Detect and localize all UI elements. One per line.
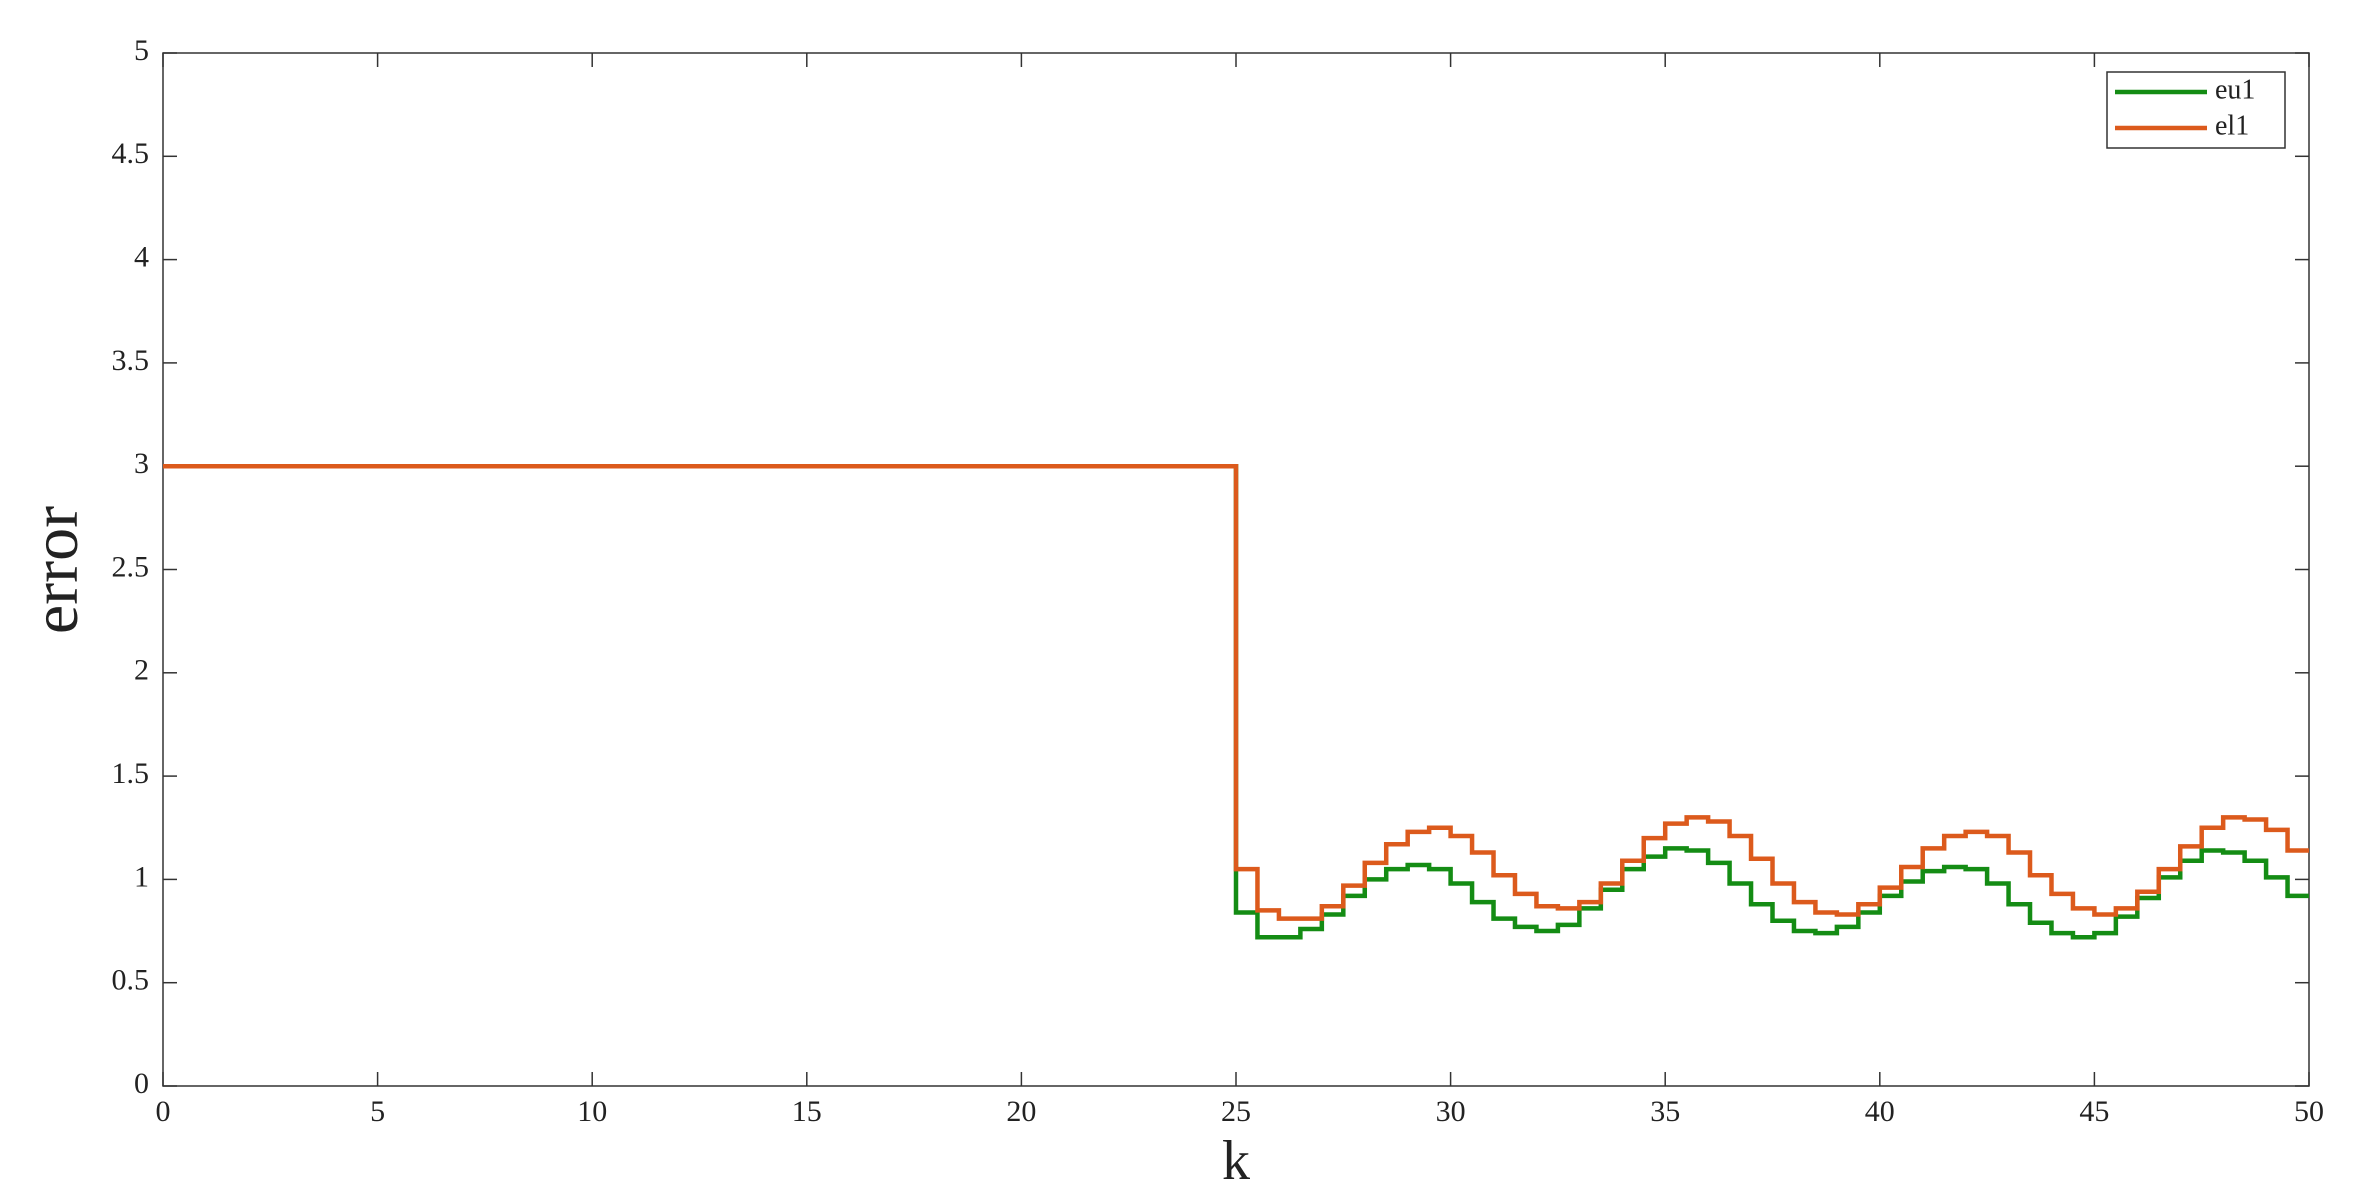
y-tick-label: 2 <box>134 654 149 687</box>
y-axis-label: error <box>19 506 92 634</box>
x-tick-label: 15 <box>792 1095 822 1128</box>
y-tick-label: 1.5 <box>112 757 150 790</box>
x-tick-label: 50 <box>2294 1095 2324 1128</box>
x-axis-label: k <box>1222 1130 1250 1192</box>
y-tick-label: 3 <box>134 447 149 480</box>
x-tick-label: 5 <box>370 1095 385 1128</box>
x-tick-label: 40 <box>1865 1095 1895 1128</box>
y-tick-label: 1 <box>134 860 149 893</box>
y-tick-label: 0.5 <box>112 964 150 997</box>
legend-box <box>2106 71 2286 149</box>
x-tick-label: 30 <box>1436 1095 1466 1128</box>
x-tick-label: 10 <box>577 1095 607 1128</box>
legend-label: eu1 <box>2215 74 2255 105</box>
x-tick-label: 0 <box>156 1095 171 1128</box>
y-tick-label: 5 <box>134 34 149 67</box>
series-line <box>163 463 2309 921</box>
x-tick-label: 35 <box>1650 1095 1680 1128</box>
y-tick-label: 3.5 <box>112 344 150 377</box>
x-tick-label: 25 <box>1221 1095 1251 1128</box>
y-tick-label: 2.5 <box>112 550 150 583</box>
y-tick-label: 4.5 <box>112 137 150 170</box>
x-tick-label: 45 <box>2079 1095 2109 1128</box>
y-tick-label: 0 <box>134 1067 149 1100</box>
legend-label: el1 <box>2215 110 2249 141</box>
x-tick-label: 20 <box>1006 1095 1036 1128</box>
y-tick-label: 4 <box>134 240 149 273</box>
